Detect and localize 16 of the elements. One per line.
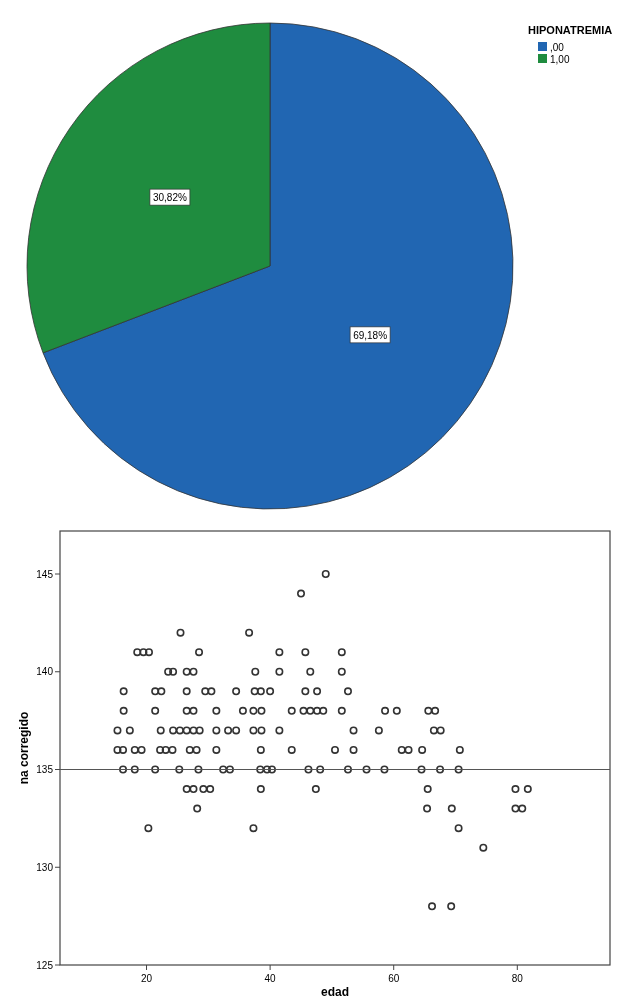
y-tick-label: 135: [36, 764, 54, 775]
x-axis-title: edad: [320, 985, 350, 999]
legend-label: ,00: [550, 41, 565, 53]
data-label: 69,18%: [353, 329, 388, 341]
y-tick-label: 130: [36, 861, 54, 873]
x-tick-label: 20: [140, 973, 153, 984]
x-tick-label: 40: [264, 973, 277, 984]
x-tick-label: 80: [511, 973, 524, 984]
legend-label: 1,00: [550, 53, 570, 65]
x-tick-label: 60: [388, 973, 400, 984]
y-axis-title: na corregido: [17, 711, 31, 785]
y-tick-label: 125: [36, 959, 54, 971]
data-label: 30,82%: [152, 192, 187, 204]
y-tick-label: 145: [36, 568, 54, 580]
legend-title: HIPONATREMIA: [528, 24, 613, 36]
y-tick-label: 140: [36, 666, 54, 678]
